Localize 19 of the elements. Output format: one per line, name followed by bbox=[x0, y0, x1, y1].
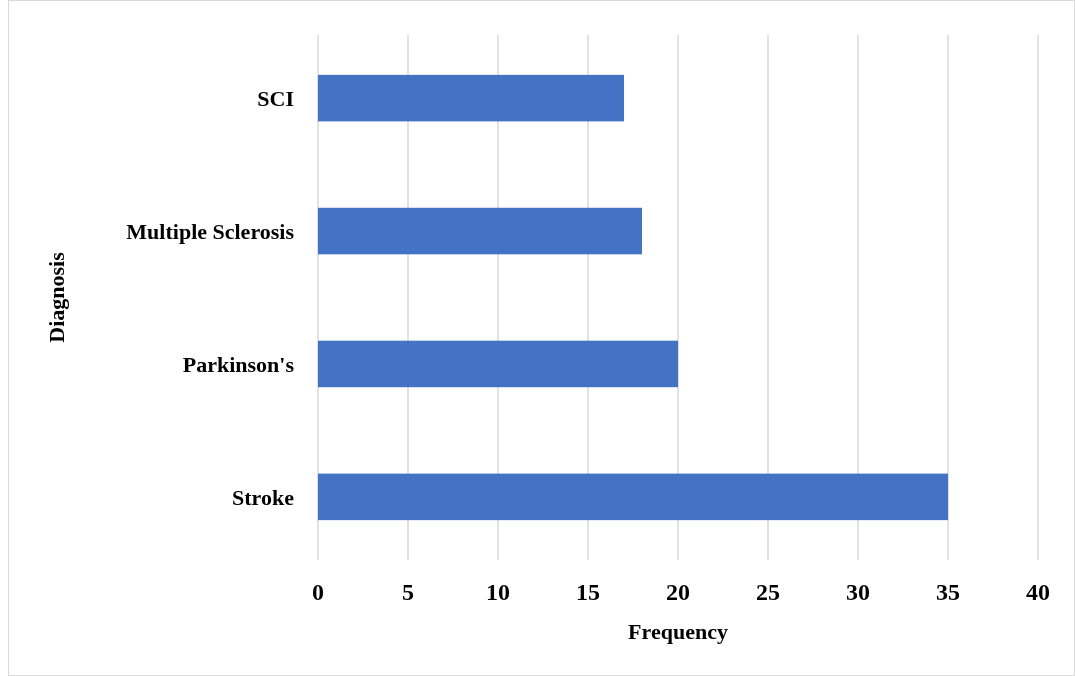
x-axis-title: Frequency bbox=[628, 619, 728, 644]
x-tick-label: 5 bbox=[402, 579, 414, 605]
y-tick-label: Multiple Sclerosis bbox=[126, 218, 295, 244]
bar bbox=[318, 207, 642, 255]
y-axis-title: Diagnosis bbox=[44, 251, 69, 343]
bar bbox=[318, 473, 948, 521]
y-tick-label: Stroke bbox=[232, 484, 295, 510]
x-tick-label: 10 bbox=[486, 579, 510, 605]
x-tick-label: 40 bbox=[1026, 579, 1050, 605]
x-tick-label: 30 bbox=[846, 579, 870, 605]
y-tick-label: Parkinson's bbox=[182, 351, 295, 377]
bar bbox=[318, 340, 678, 388]
x-tick-label: 25 bbox=[756, 579, 780, 605]
x-tick-label: 35 bbox=[936, 579, 960, 605]
y-tick-label: SCI bbox=[257, 85, 294, 111]
x-tick-label: 15 bbox=[576, 579, 600, 605]
x-tick-label: 0 bbox=[312, 579, 324, 605]
x-tick-label: 20 bbox=[666, 579, 690, 605]
bar bbox=[318, 74, 624, 122]
